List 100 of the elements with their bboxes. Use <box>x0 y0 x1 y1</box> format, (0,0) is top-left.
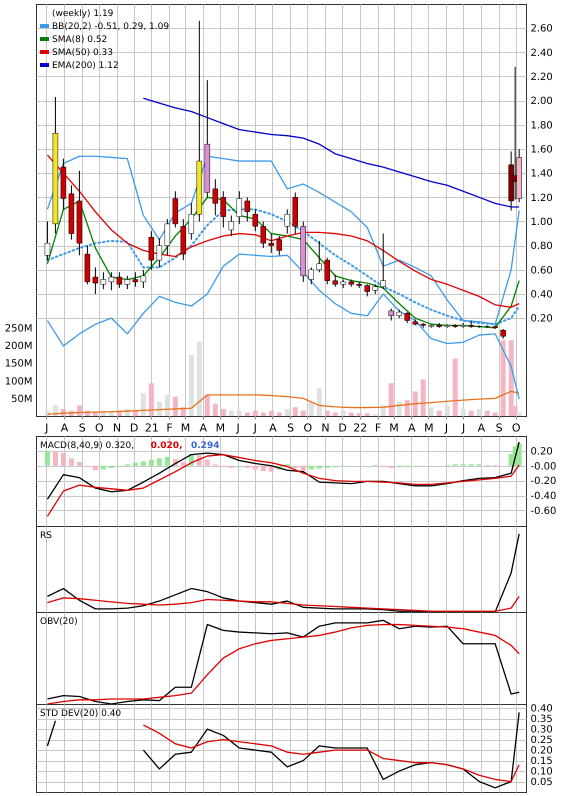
x-tick-label: M <box>180 422 190 434</box>
x-tick-label: 21 <box>144 422 159 434</box>
x-tick-label: S <box>287 422 294 434</box>
bar <box>508 340 514 416</box>
y-tick-label: 1.80 <box>530 120 553 132</box>
candlestick <box>500 328 506 340</box>
candlestick <box>372 284 378 294</box>
bar <box>316 388 322 416</box>
candlestick <box>316 240 322 273</box>
line-series <box>46 253 520 400</box>
candlestick <box>100 272 106 290</box>
x-tick-label: J <box>444 422 448 434</box>
candlestick <box>332 274 338 288</box>
x-tick-label: A <box>478 422 486 434</box>
bar <box>428 407 434 416</box>
x-tick-label: A <box>408 422 416 434</box>
y-tick-label: -0.60 <box>530 506 556 517</box>
y-tick-label: 0.20 <box>530 746 553 757</box>
x-tick-label: J <box>44 422 48 434</box>
x-tick-label: S <box>78 422 86 434</box>
candlestick <box>404 312 410 324</box>
y-tick-label: 0.20 <box>530 314 553 325</box>
candlestick <box>220 190 226 228</box>
y-tick-label: 1.60 <box>530 144 553 156</box>
y-tick-label: 0.25 <box>530 735 553 746</box>
bar <box>332 412 338 416</box>
y-tick-label: 2.20 <box>530 72 553 83</box>
x-tick-label: M <box>389 422 399 434</box>
y-tick-label: 2.40 <box>530 48 553 59</box>
candlestick <box>148 230 154 270</box>
bar <box>60 453 66 466</box>
x-tick-label: J <box>235 422 240 434</box>
bar <box>268 410 274 416</box>
bar <box>348 412 354 416</box>
candlestick <box>212 178 218 216</box>
candlestick <box>388 308 394 322</box>
x-tick-label: J <box>252 422 257 434</box>
text: OBV(20) <box>40 617 78 627</box>
y-tick-label: 0.05 <box>530 777 553 788</box>
candlestick <box>228 214 234 236</box>
y-tick-label: 0.20 <box>530 446 553 458</box>
y-tick-label: 2.00 <box>530 96 553 108</box>
bar <box>76 462 82 466</box>
candlestick <box>116 272 122 288</box>
bar <box>180 462 186 466</box>
y2-tick-label: 200M <box>4 341 32 352</box>
legend-label: SMA(8) 0.52 <box>52 35 108 45</box>
bar <box>404 400 410 416</box>
candlestick <box>244 196 250 222</box>
bar <box>396 402 402 416</box>
y-tick-label: 0.30 <box>530 724 553 736</box>
bar <box>436 410 442 416</box>
x-tick-label: D <box>338 422 347 434</box>
bar <box>420 379 426 416</box>
x-tick-label: M <box>424 422 434 434</box>
bar <box>132 462 138 466</box>
y-tick-label: 2.60 <box>530 24 553 35</box>
candlestick <box>156 238 162 268</box>
x-tick-label: O <box>94 422 104 434</box>
bar <box>356 413 362 416</box>
x-tick-label: A <box>269 422 278 434</box>
y-tick-label: 0.40 <box>530 704 553 715</box>
bar <box>148 460 154 466</box>
bar <box>100 466 106 470</box>
bar <box>68 458 74 466</box>
candlestick <box>132 272 138 288</box>
bar <box>484 410 490 416</box>
bar <box>500 340 506 416</box>
text: RS <box>40 531 52 541</box>
bar <box>476 408 482 416</box>
legend-label: EMA(200) 1.12 <box>52 61 119 71</box>
bar <box>260 412 266 416</box>
candlestick <box>364 284 370 297</box>
text: (weekly) 1.19 <box>52 9 114 19</box>
candlestick <box>308 266 314 285</box>
bar <box>164 394 170 416</box>
bar <box>140 393 146 416</box>
line-series <box>46 390 520 415</box>
x-tick-label: O <box>303 422 312 434</box>
y-tick-label: -0.40 <box>530 491 556 502</box>
bar <box>164 456 170 466</box>
y2-tick-label: 250M <box>4 323 32 334</box>
x-tick-label: N <box>112 422 122 434</box>
candlestick <box>380 233 386 290</box>
x-tick-label: A <box>199 422 208 434</box>
line-series <box>142 724 520 782</box>
bar <box>156 458 162 466</box>
y-tick-label: 0.80 <box>530 241 553 252</box>
y-tick-label: 0.35 <box>530 714 553 726</box>
bar <box>260 466 266 471</box>
x-tick-label: F <box>166 422 173 434</box>
bar <box>236 410 242 416</box>
bar <box>460 408 466 416</box>
x-tick-label: S <box>496 422 503 434</box>
y-tick-label: 1.40 <box>530 168 553 180</box>
bar <box>148 383 154 416</box>
candlestick <box>284 208 290 234</box>
bar <box>244 412 250 416</box>
bar <box>300 410 306 416</box>
bar <box>212 404 218 416</box>
